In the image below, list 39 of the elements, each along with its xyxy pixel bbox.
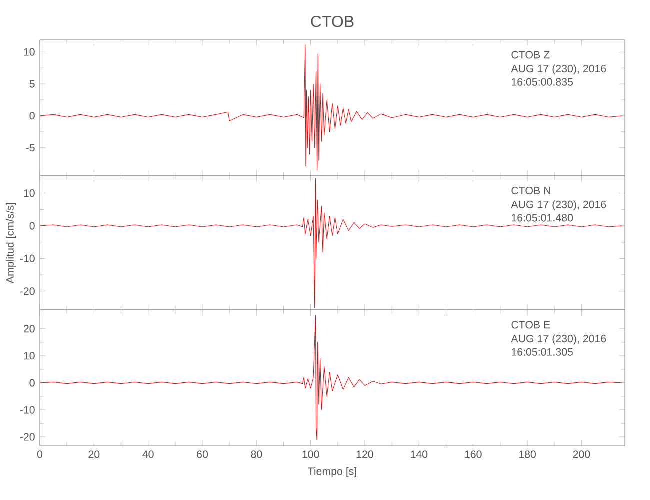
y-tick-label: 10 [24, 48, 35, 56]
annotation: 16:05:01.305 [512, 348, 574, 356]
line-series [40, 44, 623, 171]
annotation: 16:05:01.480 [512, 214, 574, 222]
x-tick-label: 20 [88, 450, 100, 458]
y-axis-title: Amplitud [cm/s/s] [6, 203, 16, 284]
y-tick-label: 20 [24, 325, 35, 333]
x-tick-label: 180 [519, 450, 536, 458]
x-tick-label: 160 [465, 450, 482, 458]
y-tick-label: 10 [24, 190, 35, 198]
y-tick-label: 0 [30, 379, 35, 387]
y-tick-label: -20 [20, 288, 35, 296]
y-tick-label: 10 [24, 352, 35, 360]
x-tick-label: 80 [251, 450, 262, 458]
x-tick-label: 120 [356, 450, 374, 458]
y-tick-label: 0 [30, 222, 35, 230]
y-tick-label: -20 [20, 433, 35, 441]
line-series [40, 178, 623, 308]
y-tick-label: -10 [20, 254, 35, 262]
y-tick-label: -5 [26, 144, 35, 152]
annotation: AUG 17 (230), 2016 [511, 334, 606, 345]
line-series [40, 315, 623, 440]
annotation: CTOB E [512, 321, 550, 329]
x-tick-label: 140 [411, 450, 428, 458]
annotation: 16:05:00.835 [512, 78, 574, 86]
y-tick-label: 5 [30, 80, 35, 88]
x-tick-label: 200 [573, 450, 590, 458]
annotation: AUG 17 (230), 2016 [511, 64, 606, 75]
x-tick-label: 60 [197, 450, 208, 458]
x-axis-title: Tiempo [s] [308, 467, 356, 478]
annotation: CTOB N [512, 186, 550, 195]
x-tick-label: 40 [142, 450, 154, 458]
chart-title: CTOB [311, 16, 354, 28]
y-tick-label: -10 [20, 406, 35, 414]
annotation: CTOB Z [512, 51, 550, 59]
y-tick-label: 0 [30, 112, 35, 120]
x-tick-label: 100 [302, 450, 320, 458]
annotation: AUG 17 (230), 2016 [511, 200, 606, 211]
x-tick-label: 0 [37, 450, 43, 458]
